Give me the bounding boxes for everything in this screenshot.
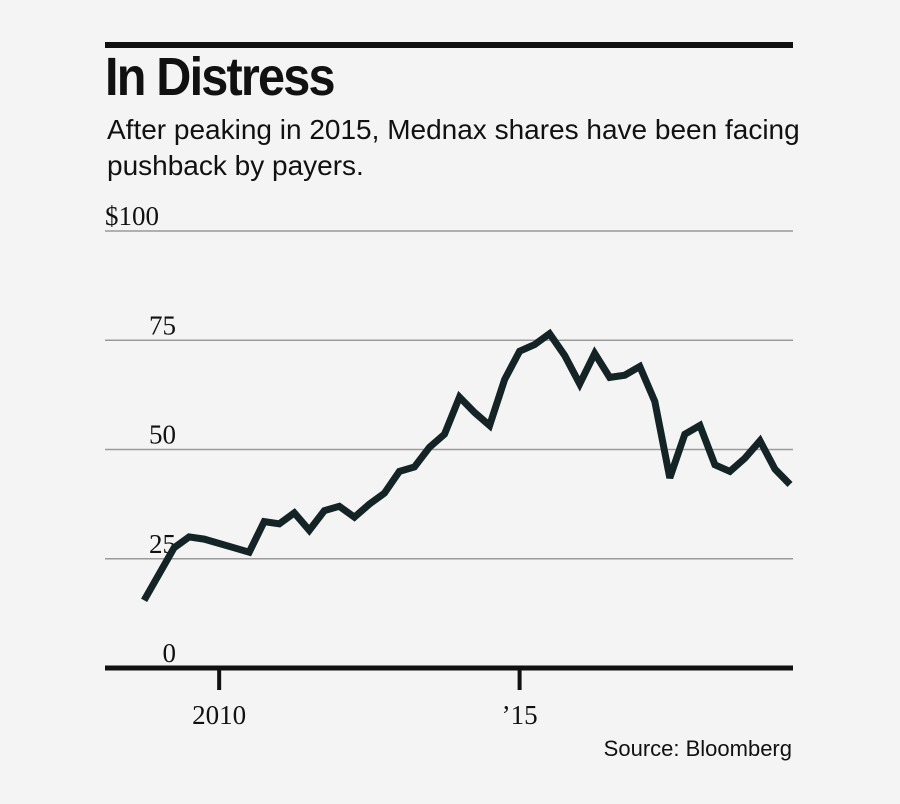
chart-title: In Distress xyxy=(105,47,336,107)
source-note: Source: Bloomberg xyxy=(603,736,792,761)
grid-layer xyxy=(105,230,793,560)
x-tick-label: ’15 xyxy=(502,700,538,730)
y-tick-label: 75 xyxy=(149,310,176,340)
y-tick-label: 0 xyxy=(163,638,177,668)
x-axis: 2010 ’15 xyxy=(105,665,793,730)
chart-subtitle: After peaking in 2015, Mednax shares hav… xyxy=(107,114,800,181)
series-layer xyxy=(141,328,793,603)
x-tick-label: 2010 xyxy=(192,700,246,730)
y-tick-label: $100 xyxy=(105,201,159,231)
series-line xyxy=(141,328,793,603)
y-tick-label: 50 xyxy=(149,420,176,450)
